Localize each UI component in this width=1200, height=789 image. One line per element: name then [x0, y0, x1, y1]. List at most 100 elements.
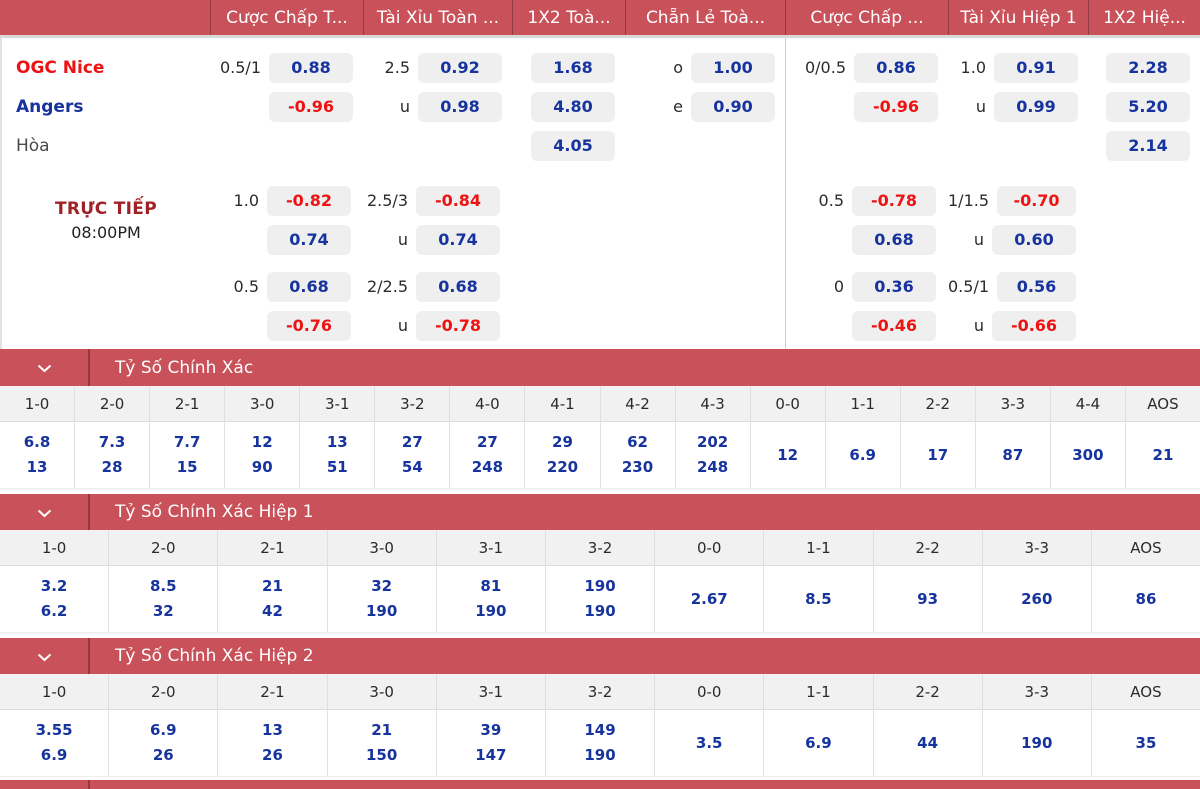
score-odds-value[interactable]: 149: [584, 721, 616, 739]
collapse-toggle[interactable]: [0, 494, 90, 530]
score-odds-value[interactable]: 6.8: [23, 433, 51, 451]
score-odds-value[interactable]: 13: [26, 458, 48, 476]
score-odds-value[interactable]: 3.2: [40, 577, 68, 595]
odds-value[interactable]: 0.60: [992, 224, 1076, 255]
score-odds-cell[interactable]: 8.5 32: [109, 566, 219, 632]
odds-value[interactable]: 0.68: [267, 271, 351, 302]
score-odds-cell[interactable]: 13 51: [300, 422, 376, 488]
score-odds-value[interactable]: 230: [621, 458, 654, 476]
collapse-toggle[interactable]: [0, 638, 90, 674]
score-odds-value[interactable]: 54: [401, 458, 423, 476]
odds-value[interactable]: 0.90: [691, 91, 775, 122]
score-odds-value[interactable]: 93: [917, 589, 939, 608]
odds-value[interactable]: 2.28: [1106, 52, 1190, 83]
score-odds-cell[interactable]: 6.9: [826, 422, 901, 488]
score-odds-value[interactable]: 42: [262, 602, 283, 620]
score-odds-value[interactable]: 3.5: [695, 733, 723, 752]
score-odds-value[interactable]: 90: [251, 458, 273, 476]
score-odds-value[interactable]: 7.7: [173, 433, 201, 451]
score-odds-value[interactable]: 87: [1002, 445, 1024, 464]
score-odds-value[interactable]: 32: [371, 577, 393, 595]
odds-value[interactable]: 0.91: [994, 52, 1078, 83]
score-odds-value[interactable]: 150: [366, 746, 398, 764]
score-odds-cell[interactable]: 21: [1126, 422, 1200, 488]
score-odds-value[interactable]: 44: [917, 733, 939, 752]
score-odds-value[interactable]: 190: [475, 602, 507, 620]
score-odds-cell[interactable]: 6.9 26: [109, 710, 219, 776]
score-odds-value[interactable]: 27: [476, 433, 498, 451]
score-odds-value[interactable]: 6.9: [805, 733, 832, 752]
odds-value[interactable]: -0.84: [416, 185, 500, 216]
score-odds-value[interactable]: 13: [326, 433, 348, 451]
score-odds-value[interactable]: 39: [480, 721, 502, 739]
odds-value[interactable]: 0.86: [854, 52, 938, 83]
score-odds-cell[interactable]: 202 248: [676, 422, 751, 488]
score-odds-cell[interactable]: 7.7 15: [150, 422, 226, 488]
odds-value[interactable]: 0.56: [997, 271, 1076, 302]
score-odds-value[interactable]: 202: [696, 433, 729, 451]
score-odds-value[interactable]: 35: [1135, 733, 1157, 752]
score-odds-cell[interactable]: 2.67: [655, 566, 765, 632]
score-odds-cell[interactable]: 3.55 6.9: [0, 710, 110, 776]
score-odds-cell[interactable]: 190 190: [546, 566, 656, 632]
score-odds-value[interactable]: 6.2: [40, 602, 68, 620]
score-odds-value[interactable]: 12: [777, 445, 799, 464]
score-odds-value[interactable]: 8.5: [805, 589, 832, 608]
odds-value[interactable]: 0.68: [852, 224, 936, 255]
score-odds-cell[interactable]: 3.2 6.2: [0, 566, 110, 632]
collapse-toggle[interactable]: [0, 780, 90, 789]
score-odds-cell[interactable]: 8.5: [764, 566, 874, 632]
score-odds-value[interactable]: 86: [1135, 589, 1157, 608]
score-odds-value[interactable]: 29: [552, 433, 573, 451]
score-odds-value[interactable]: 27: [401, 433, 423, 451]
odds-value[interactable]: 4.05: [531, 130, 615, 161]
odds-value[interactable]: 0.99: [994, 91, 1078, 122]
score-odds-value[interactable]: 2.67: [690, 589, 728, 608]
odds-value[interactable]: -0.96: [269, 91, 353, 122]
odds-value[interactable]: -0.46: [852, 310, 936, 341]
score-odds-cell[interactable]: 3.5: [655, 710, 765, 776]
score-odds-value[interactable]: 26: [152, 746, 174, 764]
score-odds-value[interactable]: 190: [1021, 733, 1053, 752]
score-odds-cell[interactable]: 12 90: [225, 422, 301, 488]
score-odds-cell[interactable]: 6.9: [764, 710, 874, 776]
odds-value[interactable]: -0.66: [992, 310, 1076, 341]
odds-value[interactable]: -0.70: [997, 185, 1076, 216]
score-odds-cell[interactable]: 260: [983, 566, 1092, 632]
score-odds-value[interactable]: 12: [251, 433, 273, 451]
score-odds-value[interactable]: 190: [584, 746, 616, 764]
score-odds-cell[interactable]: 27 54: [375, 422, 451, 488]
score-odds-value[interactable]: 62: [627, 433, 648, 451]
score-odds-value[interactable]: 190: [584, 602, 616, 620]
odds-value[interactable]: -0.96: [854, 91, 938, 122]
score-odds-value[interactable]: 21: [262, 577, 283, 595]
odds-value[interactable]: 0.74: [267, 224, 351, 255]
score-odds-cell[interactable]: 12: [751, 422, 826, 488]
score-odds-cell[interactable]: 87: [976, 422, 1051, 488]
score-odds-cell[interactable]: 62 230: [601, 422, 676, 488]
score-odds-value[interactable]: 147: [475, 746, 507, 764]
score-odds-value[interactable]: 6.9: [40, 746, 68, 764]
score-odds-cell[interactable]: 32 190: [328, 566, 437, 632]
score-odds-value[interactable]: 51: [326, 458, 348, 476]
score-odds-value[interactable]: 7.3: [98, 433, 126, 451]
score-odds-value[interactable]: 8.5: [149, 577, 177, 595]
score-odds-cell[interactable]: 44: [874, 710, 983, 776]
score-odds-cell[interactable]: 93: [874, 566, 983, 632]
score-odds-cell[interactable]: 300: [1051, 422, 1126, 488]
score-odds-value[interactable]: 300: [1072, 445, 1104, 464]
collapse-toggle[interactable]: [0, 349, 90, 386]
section-header-bar[interactable]: Tỷ Số Chính Xác Hiệp 1: [0, 494, 1200, 530]
score-odds-cell[interactable]: 35: [1092, 710, 1200, 776]
odds-value[interactable]: 0.36: [852, 271, 936, 302]
odds-value[interactable]: 0.92: [418, 52, 502, 83]
score-odds-value[interactable]: 15: [176, 458, 198, 476]
score-odds-cell[interactable]: 13 26: [218, 710, 328, 776]
section-bar-partial[interactable]: [0, 780, 1200, 789]
score-odds-cell[interactable]: 6.8 13: [0, 422, 76, 488]
score-odds-value[interactable]: 17: [927, 445, 949, 464]
odds-value[interactable]: 1.00: [691, 52, 775, 83]
score-odds-cell[interactable]: 21 150: [328, 710, 437, 776]
score-odds-cell[interactable]: 149 190: [546, 710, 656, 776]
score-odds-value[interactable]: 13: [262, 721, 283, 739]
